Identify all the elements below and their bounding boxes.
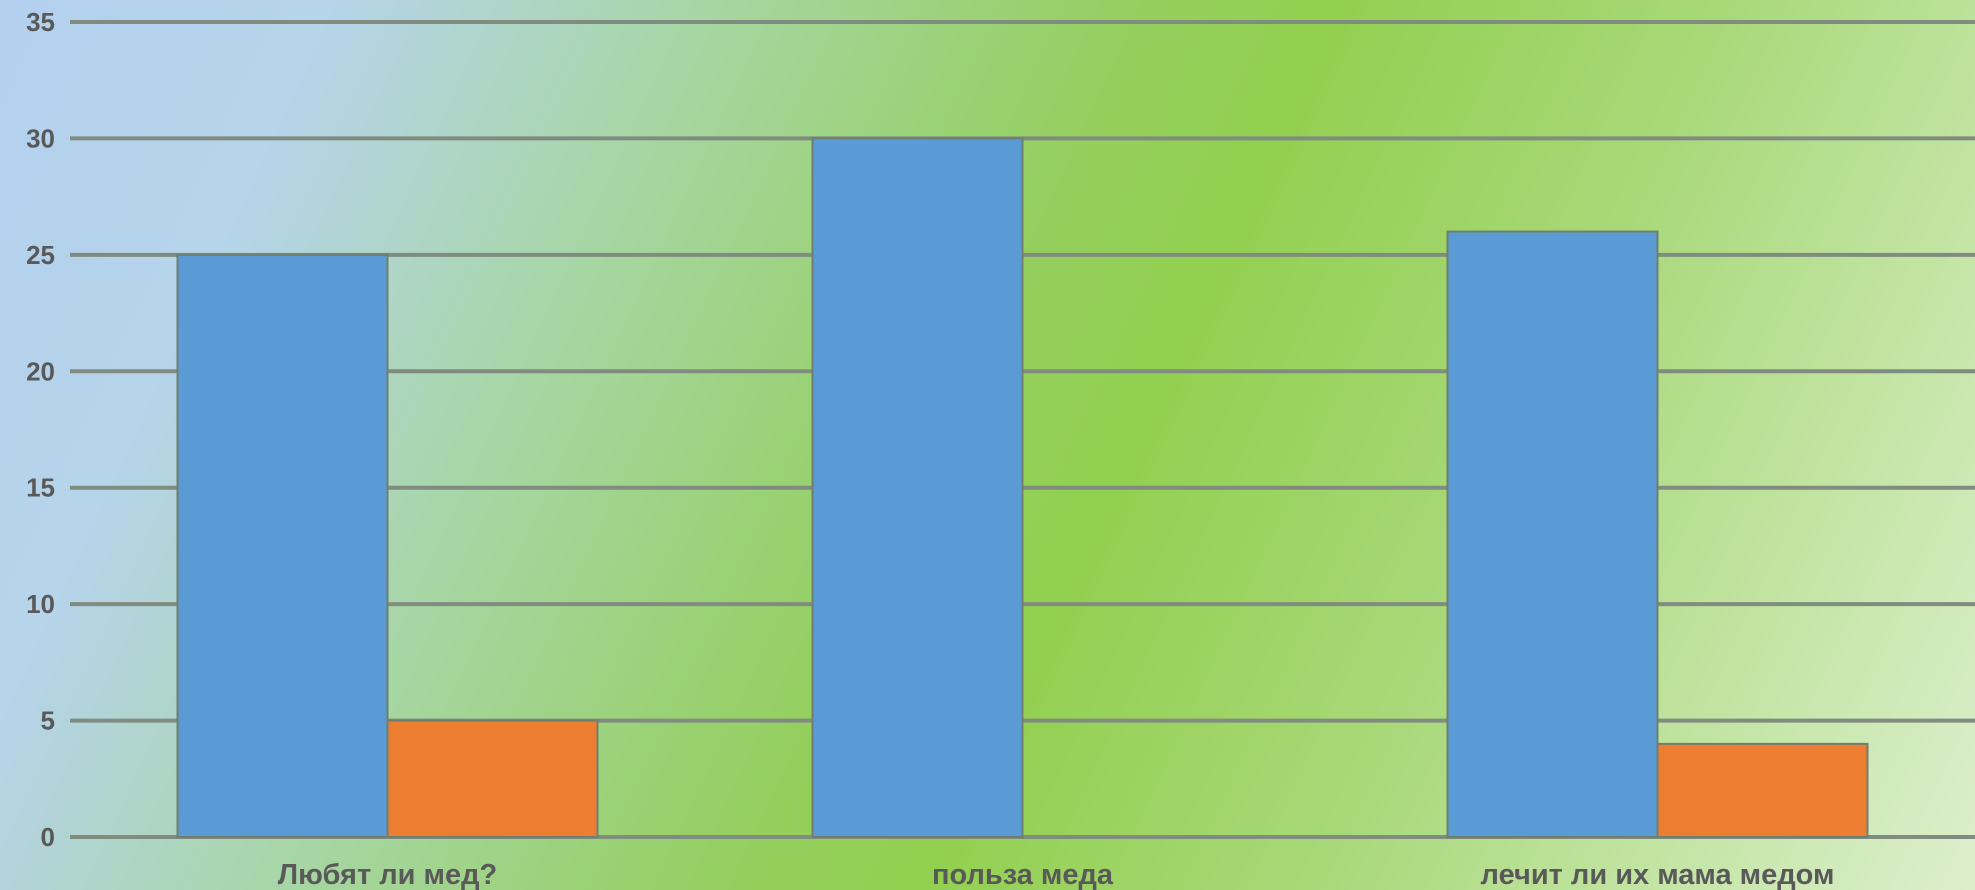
y-tick-label: 30: [26, 123, 55, 153]
y-tick-label: 25: [26, 240, 55, 270]
x-category-label: польза меда: [932, 859, 1114, 890]
x-axis-categories: Любят ли мед? польза меда лечит ли их мама…: [278, 859, 1835, 890]
bar-series-1-cat-2: [811, 137, 1024, 838]
bar-series-2-cat-1: [386, 719, 599, 838]
y-tick-label: 10: [26, 589, 55, 619]
y-tick-label: 0: [41, 822, 55, 852]
y-tick-label: 5: [41, 706, 55, 736]
x-category-label: Любят ли мед?: [278, 859, 497, 890]
x-category-label: лечит ли их мама медом: [1481, 859, 1835, 890]
bar-series-2-cat-3: [1656, 742, 1869, 838]
bars: [176, 137, 1869, 839]
y-axis-ticks: 0 5 10 15 20 25 30 35: [26, 7, 55, 852]
bar-series-1-cat-3: [1446, 230, 1659, 839]
y-tick-label: 15: [26, 473, 55, 503]
bar-series-1-cat-1: [176, 253, 389, 839]
y-tick-label: 35: [26, 7, 55, 37]
y-tick-label: 20: [26, 356, 55, 386]
